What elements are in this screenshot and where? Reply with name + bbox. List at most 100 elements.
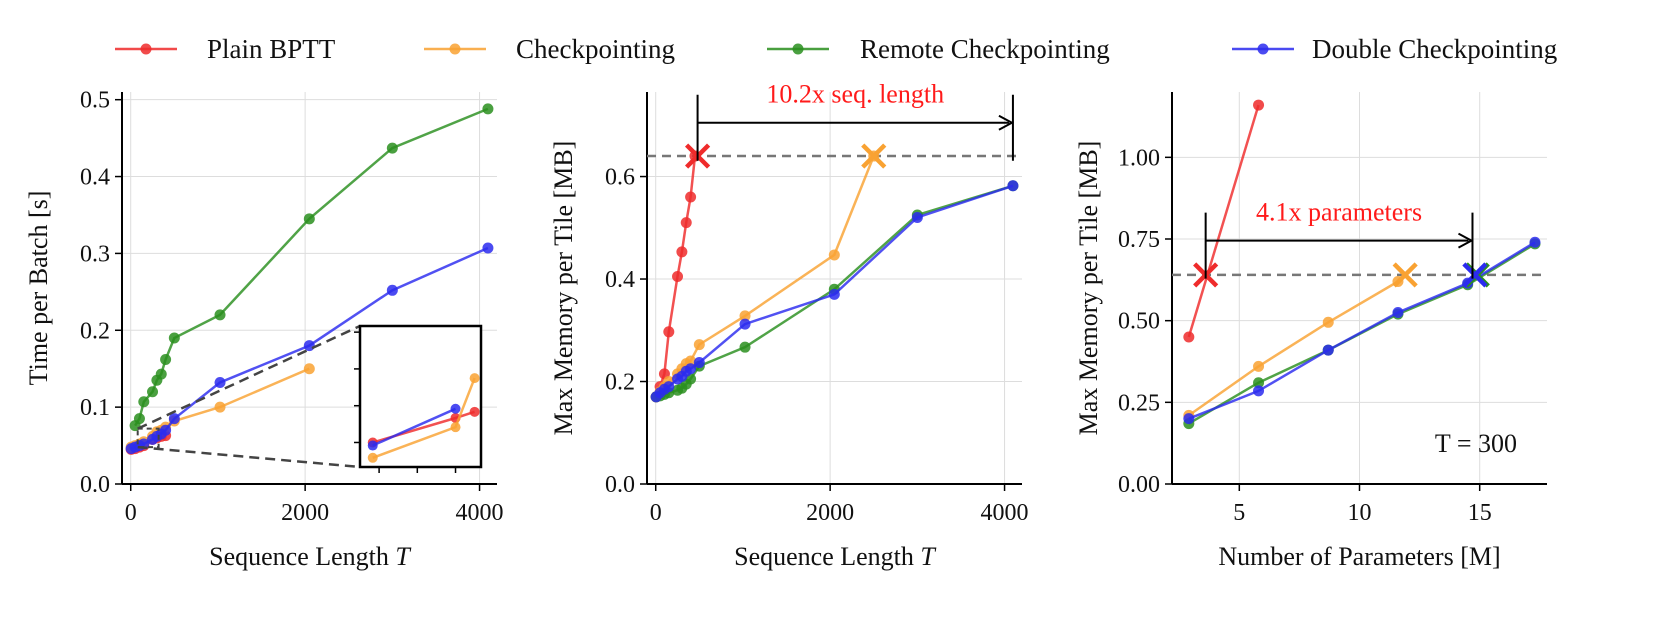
panel1-inset-point-double-checkpointing [450,403,461,414]
panel3-t-label: T = 300 [1435,429,1517,458]
panel2-point-checkpointing [828,249,840,261]
panel1-inset-point-checkpointing [450,422,461,433]
panel2-y-tick-label: 0.4 [605,267,635,293]
panel3-line-checkpointing [1188,280,1399,417]
panel1-point-remote-checkpointing [482,103,494,115]
panel1-x-tick-label: 0 [125,500,137,526]
panel1-point-double-checkpointing [168,413,180,425]
panel2-point-remote-checkpointing [739,341,751,353]
panel1-point-remote-checkpointing [155,368,167,380]
legend-entry-remote-checkpointing: Remote Checkpointing [767,34,1110,64]
panel3-limit-marker-double-checkpointing [1462,262,1488,288]
panel1-inset [136,324,483,473]
panel1-y-tick-label: 0.5 [80,88,110,114]
panel2-point-plain-bptt [663,326,675,338]
panel3-annotation-text: 4.1x parameters [1256,198,1422,227]
panel1-point-double-checkpointing [482,242,494,254]
legend-entry-plain-bptt: Plain BPTT [115,34,336,64]
panel2-y-tick-label: 0.2 [605,370,635,396]
panel1-y-tick-label: 0.1 [80,395,110,421]
panel1-zoom-box [136,427,160,449]
panel1-x-axis-label: Sequence Length T [209,542,411,571]
panel1-zoom-connector-top [137,324,361,430]
panel2-annotation-text: 10.2x seq. length [766,80,944,109]
panel3-point-double-checkpointing [1529,236,1541,248]
panel3-annotation-arrowhead [1458,232,1474,249]
panel1-point-double-checkpointing [160,424,172,436]
panel2-point-double-checkpointing [828,288,840,300]
panel2-point-double-checkpointing [911,212,923,224]
panel1-inset-point-plain-bptt [469,406,480,417]
panel2-point-checkpointing [693,339,705,351]
panel3-y-tick-label: 0.50 [1118,309,1160,335]
legend: Plain BPTT Checkpointing Remote Checkpoi… [115,34,1557,64]
panel3-x-tick-label: 15 [1468,500,1492,526]
panel1-point-double-checkpointing [386,284,398,296]
legend-entry-double-checkpointing: Double Checkpointing [1232,34,1557,64]
legend-label-checkpointing: Checkpointing [516,34,675,64]
panel3-point-checkpointing [1322,316,1334,328]
panel1-point-remote-checkpointing [386,142,398,154]
panel2-point-double-checkpointing [739,318,751,330]
panel3-point-double-checkpointing [1392,307,1404,318]
panel1-y-axis-label: Time per Batch [s] [24,191,53,386]
panel1-point-checkpointing [214,401,226,413]
legend-label-remote-checkpointing: Remote Checkpointing [860,34,1110,64]
panel3-y-tick-label: 0.75 [1118,227,1160,253]
panel1-inset-frame [358,324,483,469]
panel3-point-double-checkpointing [1253,385,1265,397]
panel2-point-double-checkpointing [685,363,697,375]
panel1-point-remote-checkpointing [138,396,150,408]
panel3-limit-marker-checkpointing [1392,262,1418,288]
panel2-x-tick-label: 0 [650,500,662,526]
panel3-x-tick-label: 10 [1348,500,1372,526]
panel3-point-checkpointing [1253,360,1265,372]
legend-label-double-checkpointing: Double Checkpointing [1312,34,1557,64]
panel2-y-tick-label: 0.6 [605,165,635,191]
panel2-y-tick-label: 0.0 [605,472,635,498]
panel2-limit-marker-checkpointing [861,143,887,169]
panel1-point-remote-checkpointing [214,309,226,321]
panel1-y-tick-label: 0.0 [80,472,110,498]
panel2-annotation-arrowhead [998,114,1015,131]
panel3-point-plain-bptt [1183,331,1195,343]
panel1-inset-point-checkpointing [469,373,480,384]
panel1-y-tick-label: 0.2 [80,318,110,344]
panel3-x-axis-label: Number of Parameters [M] [1218,542,1500,571]
panel1-y-tick-label: 0.3 [80,241,110,267]
panel1-x-axis-label-italic: T [395,542,411,571]
panel2-point-plain-bptt [676,246,688,258]
panel2-point-plain-bptt [685,191,697,203]
panel2-point-plain-bptt [672,270,684,282]
panel2-point-checkpointing [739,310,751,322]
panel1-point-double-checkpointing [303,340,315,352]
panel3-line-plain-bptt [1187,104,1260,338]
panel1-point-remote-checkpointing [303,213,315,225]
panel1-point-checkpointing [303,363,315,375]
panel2-point-double-checkpointing [1007,180,1019,192]
panel2-point-plain-bptt [680,217,692,229]
panel3-point-remote-checkpointing [1253,377,1265,389]
memory-vs-parameters-chart: 5 10 15 0.00 0.25 0.50 0.75 1.00 Number of Param… [1074,92,1547,571]
panel2-point-checkpointing [685,355,697,367]
panel3-point-double-checkpointing [1322,344,1334,356]
panel1-inset-point-double-checkpointing [367,440,378,451]
panel2-annotation: 10.2x seq. length [696,80,1015,161]
time-per-batch-chart: 0 2000 4000 0.0 0.1 0.2 0.3 0.4 0.5 Sequence Leng… [24,88,504,571]
panel3-y-tick-label: 0.00 [1118,472,1160,498]
panel2-x-axis-label-italic: T [920,542,936,571]
panel3-y-tick-label: 1.00 [1118,145,1160,171]
panel1-point-remote-checkpointing [133,413,145,425]
panel2-point-double-checkpointing [693,357,705,369]
panel2-x-tick-label: 2000 [806,500,854,526]
panel3-x-tick-label: 5 [1233,500,1245,526]
panel3-point-double-checkpointing [1183,413,1195,425]
panel2-y-axis-label: Max Memory per Tile [MB] [549,141,578,436]
panel1-inset-point-checkpointing [367,452,378,463]
legend-entry-checkpointing: Checkpointing [424,34,675,64]
panel1-point-remote-checkpointing [160,353,172,365]
panel3-annotation: 4.1x parameters [1204,198,1474,279]
panel1-inset-line-double-checkpointing [372,407,457,447]
panel3-y-axis-label: Max Memory per Tile [MB] [1074,141,1103,436]
